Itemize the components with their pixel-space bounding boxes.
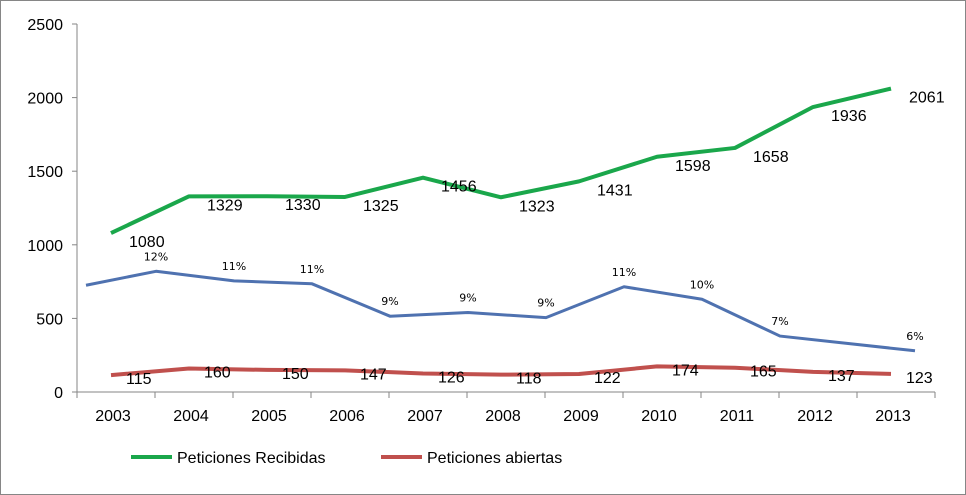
data-label-percentage: 11% — [300, 263, 324, 276]
data-label-peticiones-recibidas: 2061 — [909, 90, 945, 107]
series-line-peticiones-recibidas — [110, 86, 892, 235]
data-label-percentage: 9% — [381, 295, 398, 308]
x-tick-label: 2005 — [251, 408, 287, 425]
data-label-percentage: 6% — [906, 330, 923, 343]
data-label-peticiones-recibidas: 1431 — [597, 182, 633, 199]
data-label-percentage: 12% — [144, 250, 168, 263]
data-label-peticiones-abiertas: 118 — [516, 371, 542, 388]
y-tick-label: 500 — [36, 311, 63, 328]
data-label-peticiones-recibidas: 1325 — [363, 198, 399, 215]
data-label-peticiones-abiertas: 123 — [906, 370, 933, 387]
data-label-percentage: 11% — [222, 260, 246, 273]
data-label-percentage: 10% — [690, 278, 714, 291]
x-tick-label: 2013 — [875, 408, 911, 425]
data-label-peticiones-recibidas: 1598 — [675, 158, 711, 175]
data-label-percentage: 9% — [459, 292, 476, 305]
data-label-percentage: 9% — [537, 297, 554, 310]
data-label-peticiones-abiertas: 126 — [438, 369, 465, 386]
legend-label-peticiones-abiertas: Peticiones abiertas — [427, 450, 562, 467]
data-label-peticiones-abiertas: 115 — [126, 371, 152, 388]
data-label-peticiones-recibidas: 1658 — [753, 149, 789, 166]
data-label-peticiones-abiertas: 160 — [204, 364, 231, 381]
x-tick-label: 2003 — [95, 408, 131, 425]
x-tick-label: 2012 — [797, 408, 833, 425]
y-tick-label: 1500 — [27, 164, 63, 181]
data-label-percentage: 7% — [771, 315, 788, 328]
y-tick-label: 2000 — [27, 91, 63, 108]
data-label-peticiones-abiertas: 137 — [828, 368, 855, 385]
series-line-peticiones-abiertas — [110, 364, 892, 378]
legend-label-peticiones-recibidas: Peticiones Recibidas — [177, 450, 326, 467]
x-tick-label: 2007 — [407, 408, 443, 425]
data-label-percentage: 11% — [612, 266, 636, 279]
x-tick-label: 2006 — [329, 408, 365, 425]
y-tick-label: 1000 — [27, 238, 63, 255]
data-label-peticiones-recibidas: 1456 — [441, 179, 477, 196]
x-tick-label: 2004 — [173, 408, 209, 425]
x-tick-label: 2010 — [641, 408, 677, 425]
data-label-peticiones-abiertas: 122 — [594, 370, 621, 387]
x-tick-label: 2011 — [720, 408, 755, 425]
data-label-peticiones-abiertas: 165 — [750, 364, 777, 381]
data-label-peticiones-recibidas: 1080 — [129, 234, 165, 251]
data-label-peticiones-abiertas: 147 — [360, 366, 387, 383]
x-tick-label: 2009 — [563, 408, 599, 425]
y-tick-label: 0 — [54, 385, 63, 402]
series-line-percentage — [85, 269, 916, 353]
data-label-peticiones-recibidas: 1323 — [519, 198, 555, 215]
data-label-peticiones-recibidas: 1330 — [285, 197, 321, 214]
data-label-peticiones-recibidas: 1329 — [207, 197, 243, 214]
x-tick-label: 2008 — [485, 408, 521, 425]
data-label-peticiones-abiertas: 150 — [282, 366, 309, 383]
data-label-peticiones-abiertas: 174 — [672, 362, 699, 379]
data-label-peticiones-recibidas: 1936 — [831, 108, 867, 125]
y-tick-label: 2500 — [27, 17, 63, 34]
